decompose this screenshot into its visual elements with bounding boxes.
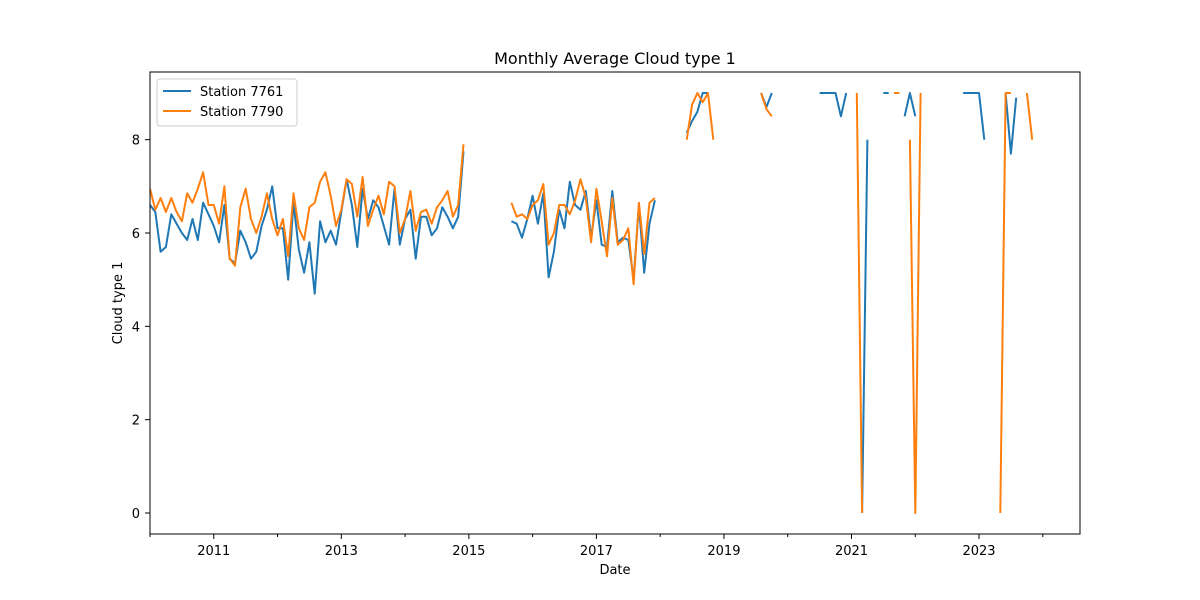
- series-line-station-7790: [150, 92, 1034, 514]
- x-tick-label: 2015: [452, 544, 485, 559]
- plot-area: [150, 92, 1034, 514]
- x-axis: 2011 2013 2015 2017 2019 2021 2023: [149, 534, 1044, 559]
- y-tick-label: 0: [132, 507, 140, 522]
- legend: Station 7761 Station 7790: [156, 78, 298, 127]
- legend-label-station-7761: Station 7761: [200, 85, 283, 100]
- y-tick-label: 8: [132, 134, 140, 149]
- y-axis: 0 2 4 6 8: [132, 134, 150, 522]
- x-tick-label: 2019: [707, 544, 740, 559]
- x-tick-label: 2013: [325, 544, 358, 559]
- x-tick-label: 2011: [197, 544, 230, 559]
- y-tick-label: 4: [132, 320, 140, 335]
- x-tick-label: 2021: [835, 544, 868, 559]
- x-tick-label: 2017: [580, 544, 613, 559]
- legend-label-station-7790: Station 7790: [200, 105, 283, 120]
- axes-frame: [149, 71, 1081, 535]
- legend-box: [156, 78, 298, 127]
- x-tick-label: 2023: [962, 544, 995, 559]
- y-axis-label: Cloud type 1: [111, 262, 126, 345]
- chart-title: Monthly Average Cloud type 1: [494, 49, 736, 68]
- y-tick-label: 2: [132, 414, 140, 429]
- x-axis-label: Date: [599, 563, 630, 578]
- y-tick-label: 6: [132, 227, 140, 242]
